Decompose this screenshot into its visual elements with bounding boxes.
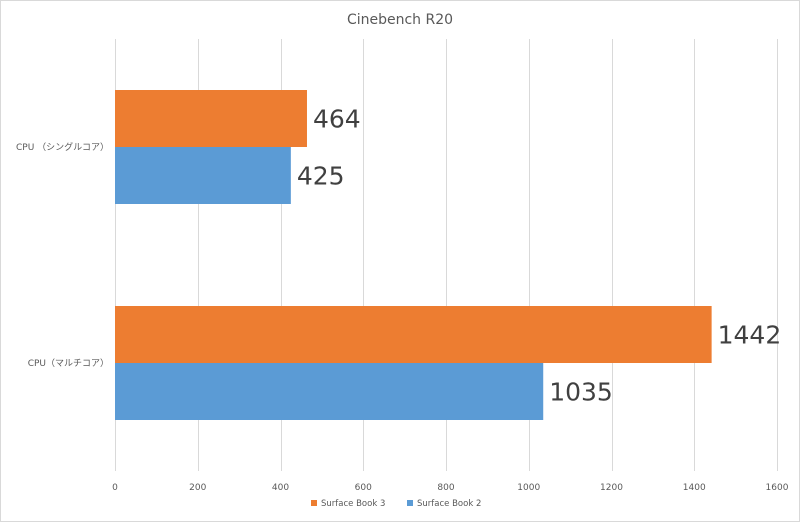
x-tick-label: 800 [437, 483, 454, 493]
x-tick-label: 400 [272, 483, 289, 493]
data-labels: 464 425 1442 1035 [297, 105, 781, 407]
bar [115, 363, 544, 420]
x-tick-label: 1200 [600, 483, 623, 493]
bar [115, 90, 307, 147]
legend: Surface Book 3 Surface Book 2 [311, 499, 481, 509]
data-label: 1035 [549, 378, 613, 407]
x-tick-label: 1400 [683, 483, 706, 493]
x-axis: 0 200 400 600 800 1000 1200 1400 1600 [112, 483, 789, 493]
legend-label: Surface Book 3 [321, 499, 385, 509]
category-label: CPU （シングルコア） [16, 141, 109, 153]
data-label: 425 [297, 162, 345, 191]
bar [115, 147, 291, 204]
x-tick-label: 1000 [517, 483, 540, 493]
category-label: CPU（マルチコア） [28, 358, 109, 369]
x-tick-label: 0 [112, 483, 118, 493]
legend-swatch [311, 500, 317, 506]
x-tick-label: 600 [355, 483, 372, 493]
data-label: 1442 [718, 321, 782, 350]
bar [115, 306, 712, 363]
legend-swatch [407, 500, 413, 506]
chart-title: Cinebench R20 [347, 12, 453, 28]
legend-label: Surface Book 2 [417, 499, 481, 509]
category-labels: CPU （シングルコア） CPU（マルチコア） [16, 141, 109, 369]
bars [115, 90, 712, 420]
x-tick-label: 200 [189, 483, 206, 493]
x-tick-label: 1600 [766, 483, 789, 493]
data-label: 464 [313, 105, 361, 134]
